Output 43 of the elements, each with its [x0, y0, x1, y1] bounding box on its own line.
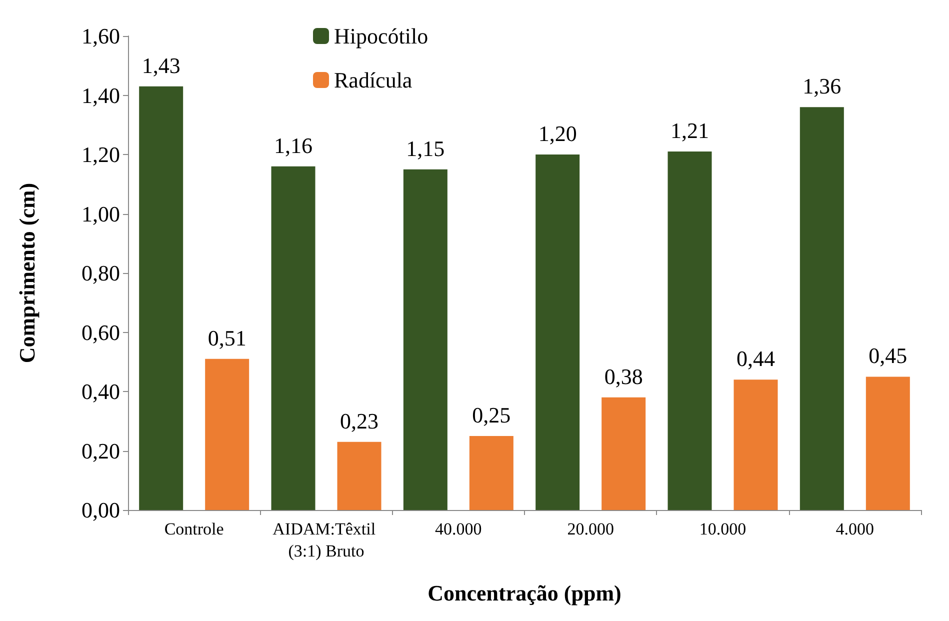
- x-tick-label: Controle: [164, 520, 224, 538]
- y-tick-label: 0,60: [82, 320, 120, 345]
- data-label: 1,21: [670, 118, 709, 144]
- y-tick-label: 1,40: [82, 82, 120, 108]
- bar: [668, 152, 712, 510]
- data-label: 0,51: [208, 325, 246, 350]
- y-tick-label: 0,00: [82, 498, 120, 522]
- y-tick-label: 1,60: [82, 24, 120, 48]
- data-label: 0,44: [736, 346, 775, 372]
- bar: [139, 86, 184, 510]
- data-label: 0,38: [604, 364, 643, 389]
- data-label: 1,15: [406, 136, 445, 161]
- x-tick-label: 10.000: [699, 520, 746, 538]
- y-axis-title: Comprimento (cm): [14, 182, 40, 364]
- y-tick-label: 0,20: [82, 438, 120, 464]
- bar: [602, 397, 646, 510]
- data-label: 1,43: [142, 52, 180, 78]
- y-tick-label: 1,20: [82, 142, 120, 167]
- bar: [469, 436, 514, 510]
- bar: [536, 154, 580, 510]
- bar: [403, 169, 448, 510]
- x-tick-label: AIDAM:Têxtil (3:1) Bruto: [272, 520, 380, 560]
- data-label: 0,23: [340, 408, 378, 434]
- data-label: 1,20: [538, 121, 577, 146]
- data-label: 1,36: [802, 74, 842, 99]
- x-tick-label: 4.000: [836, 520, 874, 538]
- y-tick-label: 0,80: [82, 260, 120, 286]
- y-tick-label: 0,40: [82, 379, 120, 404]
- bar: [734, 380, 778, 510]
- legend-label: Radícula: [334, 68, 412, 92]
- bar: [866, 376, 910, 510]
- x-tick-label: 20.000: [567, 520, 614, 538]
- y-tick-label: 1,00: [82, 201, 120, 226]
- data-label: 0,45: [868, 343, 908, 368]
- bar: [271, 166, 316, 510]
- bar: [337, 442, 382, 510]
- bar: [800, 107, 844, 510]
- data-label: 1,16: [274, 132, 312, 158]
- legend-label: Hipocótilo: [334, 24, 428, 48]
- x-axis-title: Concentração (ppm): [428, 580, 622, 606]
- data-label: 0,25: [472, 402, 511, 428]
- bar: [205, 358, 250, 510]
- x-tick-label: 40.000: [435, 520, 482, 538]
